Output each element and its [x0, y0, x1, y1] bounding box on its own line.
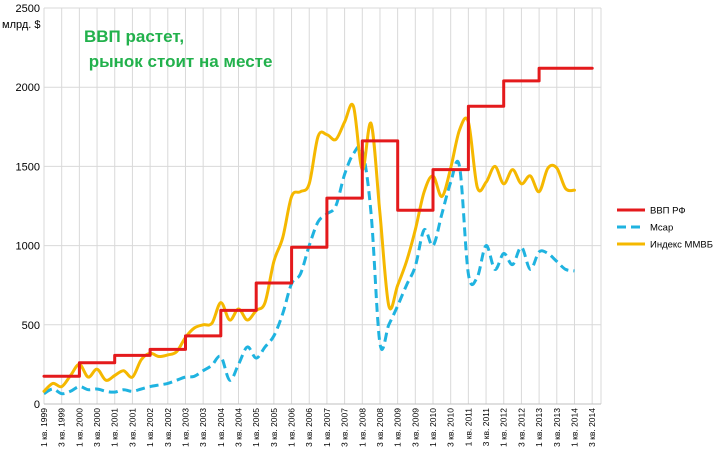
- x-tick-label: 1 кв. 2005: [251, 408, 261, 447]
- x-tick-label: 1 кв. 2004: [216, 408, 226, 447]
- legend-label: Mcap: [650, 223, 673, 234]
- y-tick-label: 1500: [16, 161, 40, 173]
- y-tick-label: 500: [22, 320, 40, 332]
- x-tick-label: 1 кв. 2011: [463, 408, 473, 447]
- y-tick-label: 2500: [16, 3, 40, 15]
- series-layer: [42, 66, 594, 396]
- legend-label: Индекс ММВБ: [650, 240, 713, 251]
- x-tick-label: 3 кв. 2009: [410, 408, 420, 447]
- y-tick-label: 0: [34, 399, 40, 411]
- x-tick-label: 1 кв. 2001: [110, 408, 120, 447]
- y-axis-unit-label: млрд. $: [2, 19, 41, 31]
- x-tick-label: 3 кв. 1999: [57, 408, 67, 447]
- x-tick-label: 1 кв. 2002: [145, 408, 155, 447]
- x-tick-label: 1 кв. 2014: [569, 408, 579, 447]
- x-tick-label: 1 кв. 2012: [499, 408, 509, 447]
- x-tick-label: 3 кв. 2008: [375, 408, 385, 447]
- x-tick-label: 3 кв. 2002: [163, 408, 173, 447]
- x-tick-label: 3 кв. 2007: [340, 408, 350, 447]
- legend-label: ВВП РФ: [650, 206, 686, 217]
- x-tick-label: 3 кв. 2013: [552, 408, 562, 447]
- series-line-0: [42, 66, 594, 378]
- x-tick-label: 3 кв. 2006: [304, 408, 314, 447]
- x-tick-label: 3 кв. 2003: [198, 408, 208, 447]
- y-axis: 0 500 1000 1500 2000 2500: [16, 3, 40, 411]
- chart-title-line-1: ВВП растет,: [84, 27, 184, 46]
- y-tick-label: 2000: [16, 82, 40, 94]
- series-line-2: [42, 102, 576, 393]
- x-tick-label: 1 кв. 2010: [428, 408, 438, 447]
- x-tick-label: 1 кв. 2003: [180, 408, 190, 447]
- x-axis: 1 кв. 1999 3 кв. 1999 1 кв. 2000 3 кв. 2000…: [39, 408, 597, 447]
- x-tick-label: 1 кв. 2009: [393, 408, 403, 447]
- y-tick-label: 1000: [16, 241, 40, 253]
- x-tick-label: 1 кв. 2000: [74, 408, 84, 447]
- x-tick-label: 1 кв. 2006: [287, 408, 297, 447]
- x-tick-label: 1 кв. 2013: [534, 408, 544, 447]
- x-tick-label: 3 кв. 2010: [446, 408, 456, 447]
- x-tick-label: 3 кв. 2000: [92, 408, 102, 447]
- x-tick-label: 3 кв. 2014: [587, 408, 597, 447]
- x-tick-label: 3 кв. 2005: [269, 408, 279, 447]
- x-tick-label: 3 кв. 2001: [127, 408, 137, 447]
- x-tick-label: 1 кв. 2007: [322, 408, 332, 447]
- x-tick-label: 3 кв. 2011: [481, 408, 491, 447]
- x-tick-label: 3 кв. 2004: [234, 408, 244, 447]
- x-tick-label: 1 кв. 1999: [39, 408, 49, 447]
- chart-title-line-2: рынок стоит на месте: [84, 52, 272, 71]
- x-tick-label: 1 кв. 2008: [357, 408, 367, 447]
- legend: ВВП РФ Mcap Индекс ММВБ: [617, 206, 713, 251]
- series-line-1: [43, 144, 575, 396]
- x-tick-label: 3 кв. 2012: [516, 408, 526, 447]
